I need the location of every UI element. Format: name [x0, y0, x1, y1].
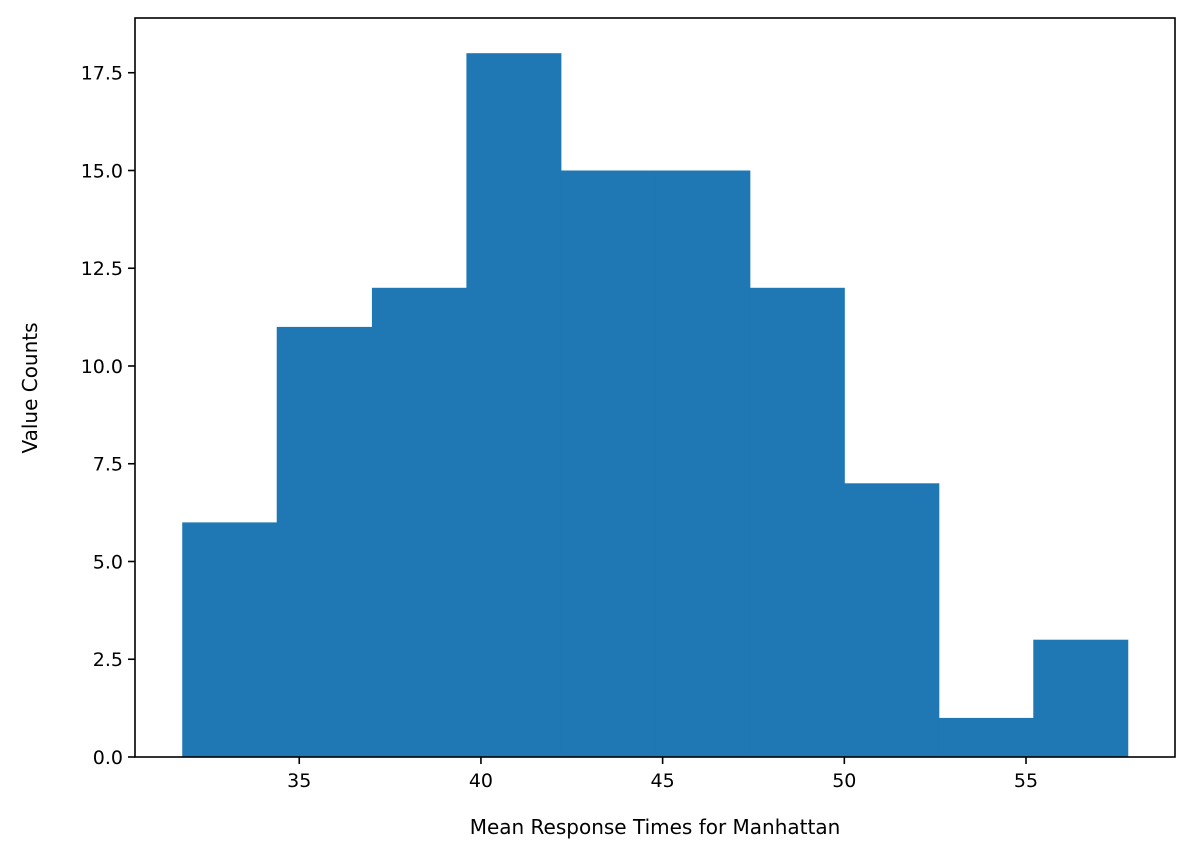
histogram-bar [938, 717, 1034, 757]
histogram-bar [655, 170, 751, 757]
y-tick-label: 15.0 [81, 160, 123, 182]
x-tick-label: 35 [287, 770, 311, 792]
y-tick-label: 10.0 [81, 356, 123, 378]
y-tick-label: 0.0 [93, 747, 123, 769]
plot-frame [134, 17, 1176, 758]
y-tick-label: 12.5 [81, 258, 123, 280]
histogram-bar [560, 170, 656, 757]
x-tick-label: 45 [651, 770, 675, 792]
y-tick-label: 2.5 [93, 649, 123, 671]
y-tick-label: 5.0 [93, 551, 123, 573]
y-tick-label: 7.5 [93, 454, 123, 476]
histogram-bar [182, 522, 278, 757]
histogram-bar [1033, 639, 1129, 757]
histogram-bar [466, 53, 562, 757]
histogram-bar [371, 287, 467, 757]
histogram-bar [276, 326, 373, 757]
x-axis-label: Mean Response Times for Manhattan [470, 815, 841, 839]
x-tick-label: 40 [469, 770, 493, 792]
histogram-bar [749, 287, 845, 757]
x-tick-label: 55 [1014, 770, 1038, 792]
x-tick-label: 50 [832, 770, 856, 792]
bars-group [182, 53, 1129, 757]
x-axis-ticks: 35 40 45 50 55 [287, 757, 1038, 792]
y-axis-ticks: 0.0 2.5 5.0 7.5 10.0 12.5 15.0 17.5 [81, 63, 135, 769]
histogram-bar [844, 483, 940, 757]
y-axis-label: Value Counts [18, 322, 42, 453]
y-tick-label: 17.5 [81, 63, 123, 85]
